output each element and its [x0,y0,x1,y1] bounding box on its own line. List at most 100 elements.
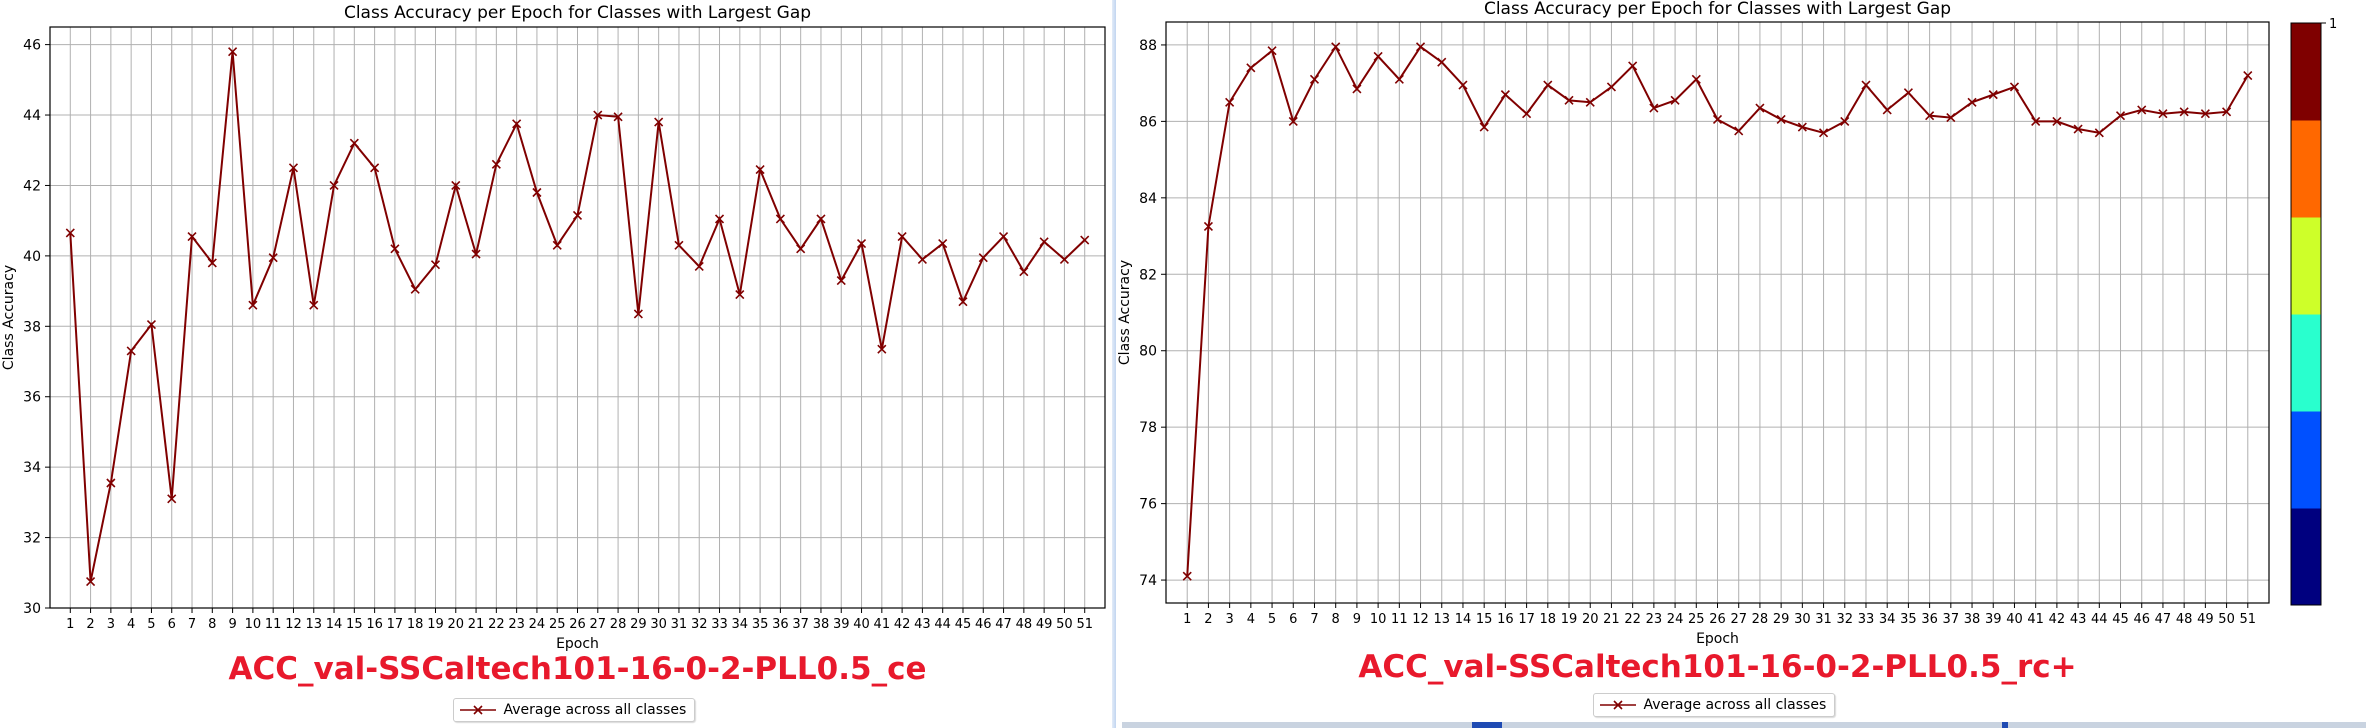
y-tick-label: 30 [23,601,41,617]
x-tick-label: 10 [1370,612,1387,627]
data-point [1267,46,1277,56]
data-point [978,253,988,263]
data-point [613,112,623,122]
x-tick-label: 6 [168,617,176,632]
x-tick-label: 3 [107,617,115,632]
chart-right: 1 2 3 4 5 6 7 8 9 10 11 12 13 14 15 16 17 18 19 20 21 22 23 24 2… [1117,0,2366,647]
x-axis-label: Epoch [556,636,599,652]
x-tick-label: 38 [1964,612,1981,627]
colorbar-segment [2291,314,2321,412]
data-point [958,297,968,307]
data-point [1925,111,1935,121]
data-point [2052,116,2062,126]
x-tick-label: 23 [508,617,525,632]
x-tick-label: 13 [1433,612,1450,627]
data-point [572,210,583,220]
x-tick-label: 15 [1476,612,1493,627]
data-point [917,254,927,264]
data-point [207,258,217,268]
x-tick-label: 42 [2049,612,2066,627]
x-tick-label: 41 [2027,612,2044,627]
x-tick-label: 20 [447,617,464,632]
data-point [1628,61,1638,71]
data-point [714,214,725,224]
data-point [532,187,542,198]
data-point [1309,74,1320,84]
y-tick-label: 76 [1139,497,1157,513]
data-point [1606,82,1617,92]
x-tick-label: 48 [1016,617,1033,632]
legend-line-marker-icon [459,705,496,715]
data-point [65,228,75,238]
x-tick-label: 20 [1582,612,1599,627]
data-point [268,253,278,263]
data-point [1522,109,1532,119]
x-tick-label: 15 [346,617,363,632]
data-point [755,165,765,175]
colorbar-frame [2290,22,2322,606]
data-point [390,244,400,254]
x-tick-label: 5 [147,617,155,632]
x-tick-label: 6 [1289,612,1297,627]
y-tick-label: 80 [1139,344,1157,360]
x-tick-label: 50 [2218,612,2235,627]
x-tick-label: 46 [975,617,992,632]
colorbar-segment [2291,411,2321,509]
data-point [491,159,501,169]
x-tick-label: 34 [732,617,749,632]
x-tick-label: 37 [792,617,809,632]
data-point [2094,128,2104,138]
y-tick-label: 34 [23,460,41,476]
chart-title: Class Accuracy per Epoch for Classes wit… [1484,0,1951,19]
colorbar-segment [2291,23,2321,121]
legend-left: Average across all classes [452,698,696,722]
data-point [329,180,339,191]
data-point [1776,114,1786,125]
x-axis-label: Epoch [1696,631,1739,647]
data-point [2200,109,2210,119]
x-tick-label: 12 [1412,612,1429,627]
data-point [816,214,826,224]
taskbar-app-icon[interactable] [2002,722,2008,728]
chart-title: Class Accuracy per Epoch for Classes wit… [344,3,811,23]
x-tick-label: 3 [1225,612,1233,627]
data-point [309,300,319,310]
x-tick-label: 31 [671,617,688,632]
x-tick-label: 29 [1773,612,1790,627]
y-tick-label: 38 [23,319,41,335]
data-point [1861,80,1871,90]
y-tick-label: 40 [23,249,41,265]
right-chart-window: 1 2 3 4 5 6 7 8 9 10 11 12 13 14 15 16 17 18 19 20 21 22 23 24 2… [1116,0,2366,728]
x-tick-label: 1 [66,617,74,632]
data-point [288,163,299,173]
data-point [1564,95,1574,105]
y-tick-label: 44 [23,108,41,124]
y-tick-label: 88 [1139,38,1157,54]
x-tick-label: 38 [813,617,830,632]
x-tick-label: 35 [752,617,769,632]
data-point [1734,126,1744,136]
data-point [998,231,1009,242]
taskbar-app-icon[interactable] [1472,722,1502,728]
x-tick-label: 37 [1943,612,1960,627]
data-point [1203,221,1213,232]
x-tick-label: 22 [488,617,505,632]
x-tick-label: 13 [305,617,322,632]
x-tick-label: 18 [1540,612,1557,627]
x-tick-label: 2 [1204,612,1212,627]
x-tick-label: 14 [1455,612,1472,627]
x-tick-label: 12 [285,617,302,632]
x-tick-label: 45 [2112,612,2129,627]
data-point [1182,571,1192,581]
x-tick-label: 44 [2091,612,2108,627]
x-tick-label: 29 [630,617,647,632]
x-tick-label: 16 [1497,612,1514,627]
x-tick-label: 46 [2133,612,2150,627]
data-point [2031,116,2041,126]
data-point [187,231,197,242]
y-axis-label: Class Accuracy [1,265,17,370]
data-point [1458,80,1468,90]
data-point [1080,235,1090,245]
data-point [146,319,157,330]
data-point [1797,122,1807,132]
